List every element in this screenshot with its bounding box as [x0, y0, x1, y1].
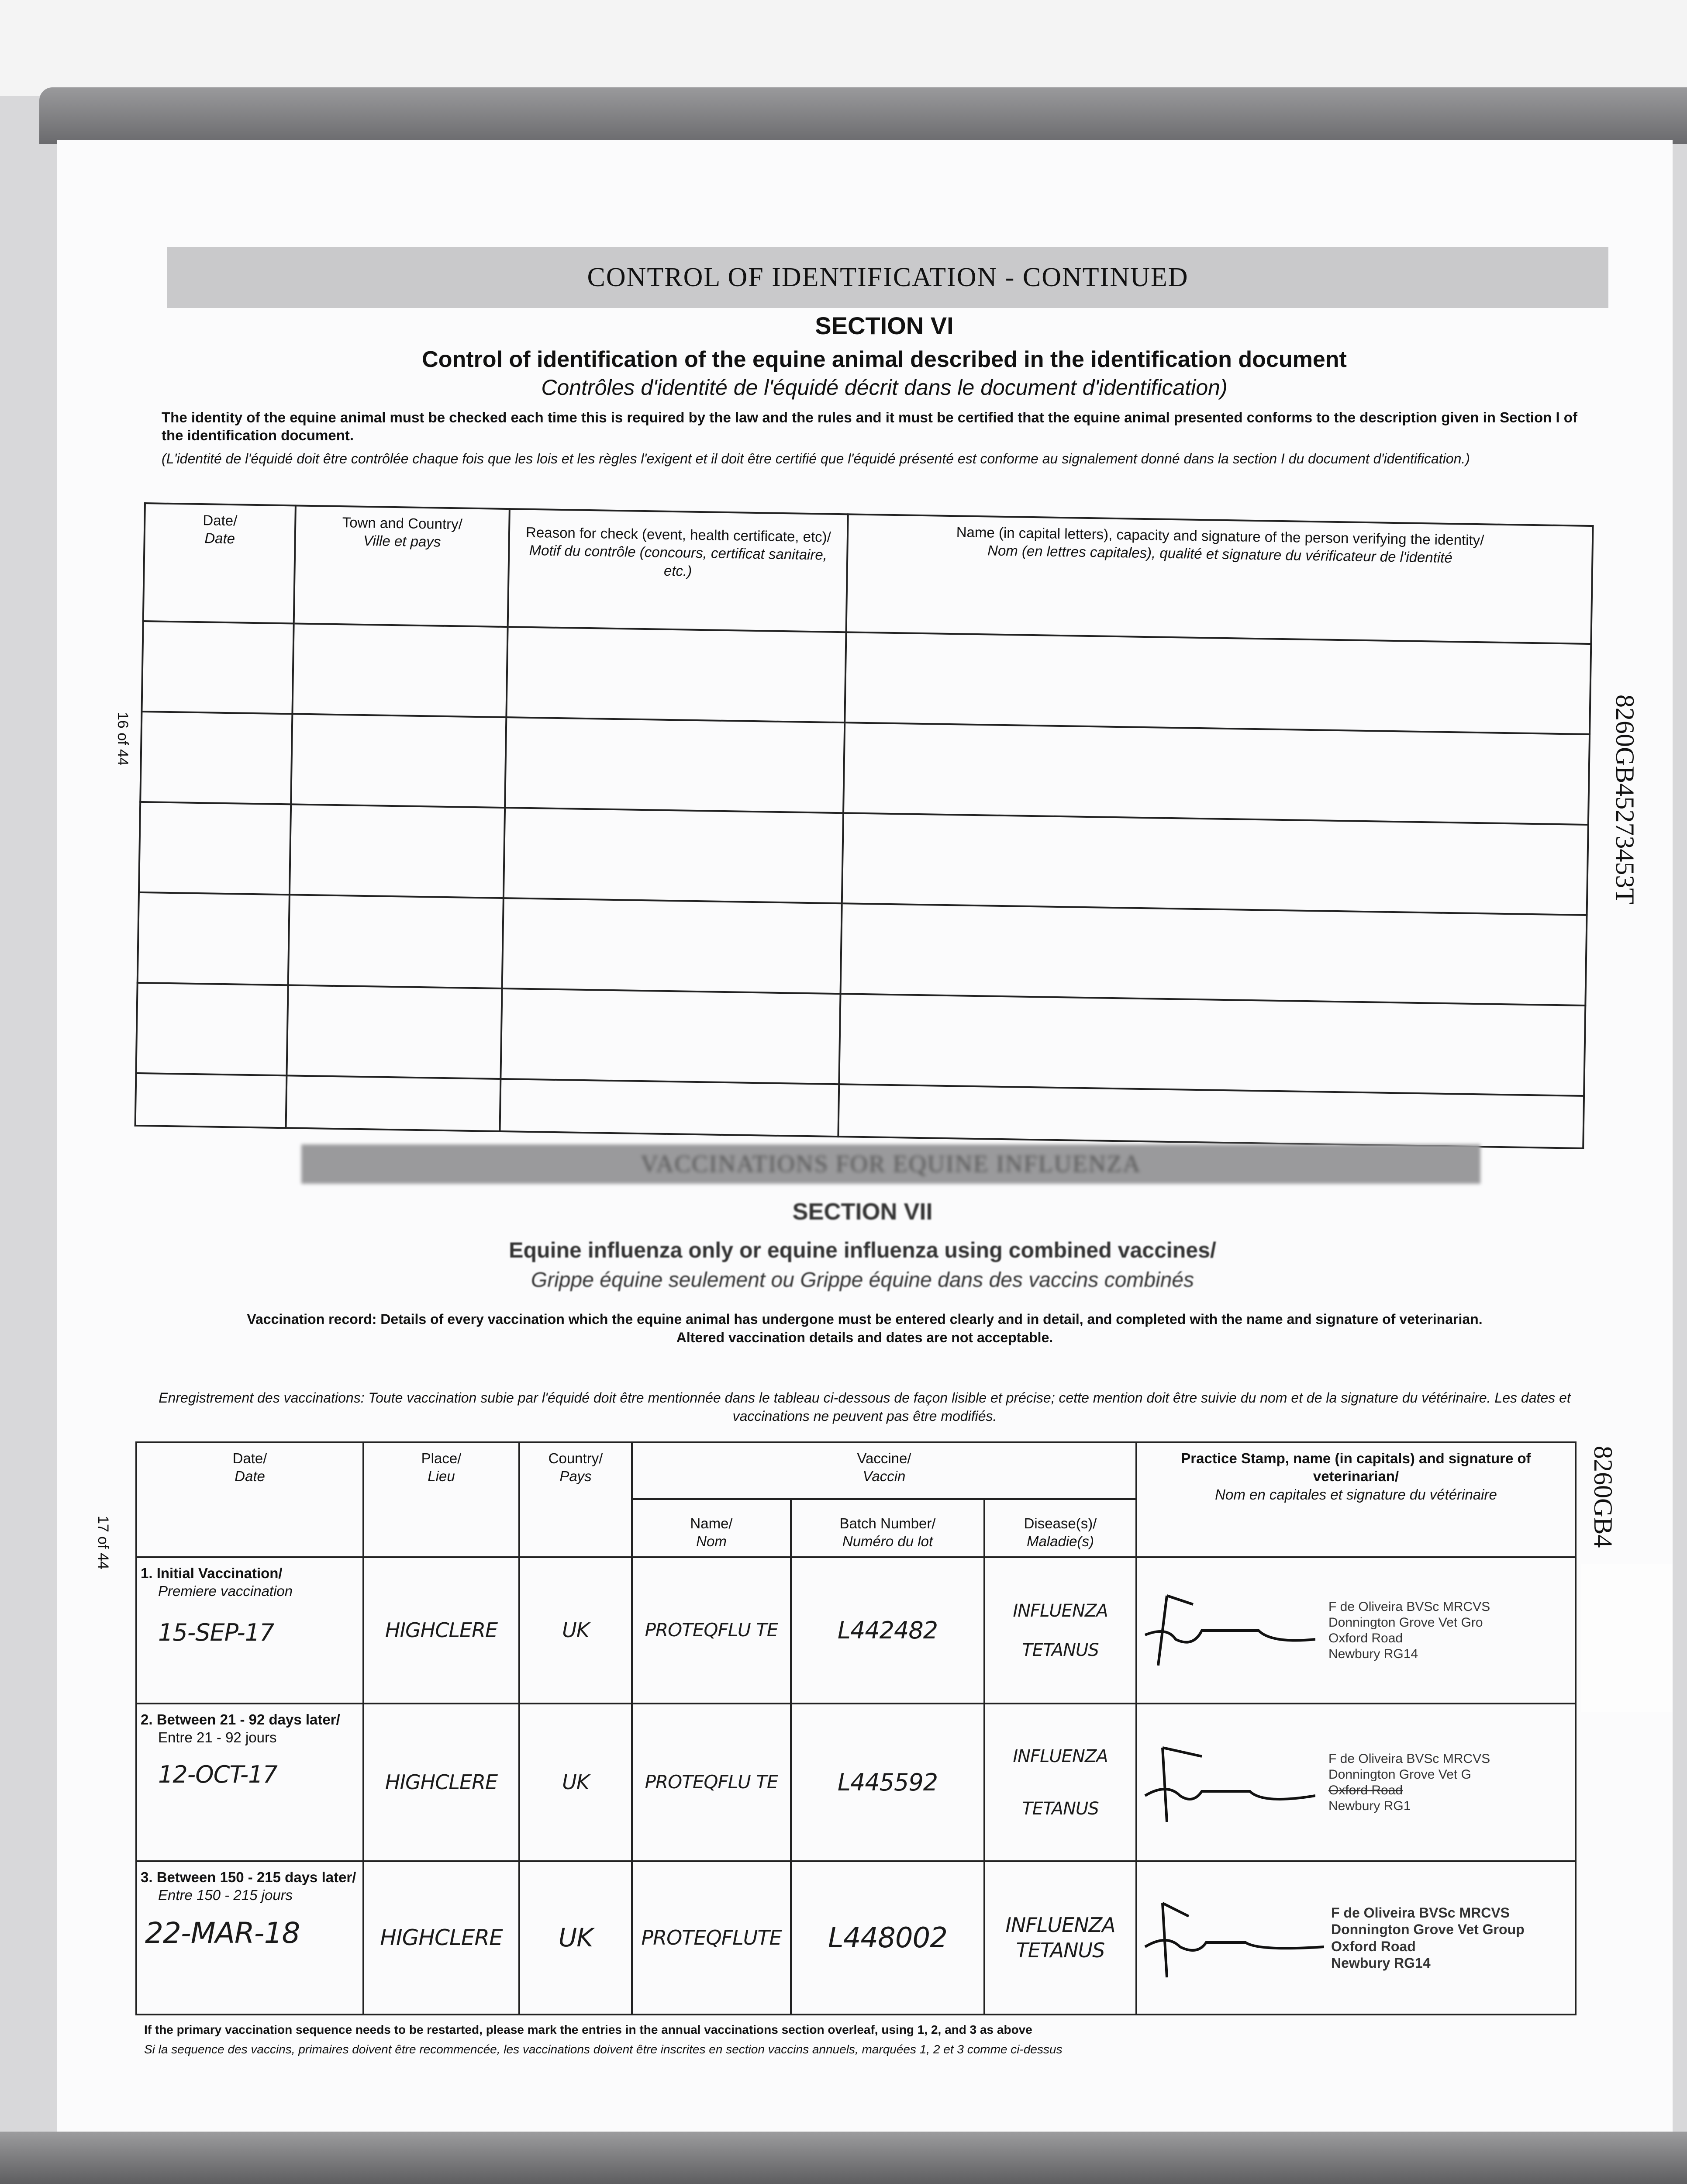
vaccination-row-3[interactable]: 3. Between 150 - 215 days later/Entre 15… — [135, 1860, 1577, 2015]
col-batch-fr: Numéro du lot — [842, 1533, 933, 1549]
row-label: 2. Between 21 - 92 days later/ — [141, 1711, 340, 1728]
vaccination-country: UK — [518, 1860, 633, 2015]
vaccine-name: PROTEQFLU TE — [631, 1703, 792, 1862]
section-title: Equine influenza only or equine influenz… — [509, 1238, 1216, 1262]
vaccination-table: Date/Date Place/Lieu Country/Pays Vaccin… — [135, 1441, 1577, 2015]
practice-stamp: F de Oliveira BVSc MRCVS Donnington Grove… — [1328, 1599, 1490, 1661]
vaccination-date: 22-MAR-18 — [145, 1916, 300, 1950]
col-vaccine-fr: Vaccin — [862, 1468, 906, 1485]
col-disease: Disease(s)/ — [1024, 1515, 1097, 1531]
vaccination-instructions-fr: Enregistrement des vaccinations: Toute v… — [159, 1390, 1571, 1424]
page-overlap-patch — [1581, 1564, 1673, 1712]
col-country: Country/ — [548, 1450, 603, 1466]
vaccination-instructions: Vaccination record: Details of every vac… — [127, 1310, 1603, 1347]
vaccination-row-1[interactable]: 1. Initial Vaccination/Premiere vaccinat… — [135, 1556, 1577, 1704]
practice-stamp: F de Oliveira BVSc MRCVS Donnington Grove… — [1328, 1751, 1490, 1813]
section-heading: SECTION VII — [792, 1199, 933, 1225]
disease: TETANUS — [1016, 1938, 1105, 1962]
section-title-fr: Contrôles d'identité de l'équidé décrit … — [541, 375, 1228, 400]
col-town: Town and Country/ — [342, 514, 463, 532]
instructions-line1: Vaccination record: Details of every vac… — [247, 1311, 1483, 1327]
vaccination-row-2[interactable]: 2. Between 21 - 92 days later/Entre 21 -… — [135, 1703, 1577, 1862]
binder-edge — [39, 87, 1687, 144]
scan-background — [0, 0, 1687, 96]
row-label: 1. Initial Vaccination/ — [141, 1565, 283, 1581]
page-number: 16 of 44 — [114, 712, 131, 766]
passport-number: 8260GB4 — [1589, 1446, 1618, 1548]
vaccine-name: PROTEQFLU TE — [631, 1556, 792, 1704]
col-vaccine-name-fr: Nom — [696, 1533, 727, 1549]
signature — [1144, 1901, 1324, 1977]
footnote-fr: Si la sequence des vaccins, primaires do… — [144, 2042, 1063, 2056]
col-date: Date/ — [203, 512, 238, 529]
disease: INFLUENZA — [1005, 1913, 1115, 1937]
disease: INFLUENZA — [1013, 1746, 1108, 1766]
vaccination-place: HIGHCLERE — [362, 1860, 520, 2015]
section-title-fr: Grippe équine seulement ou Grippe équine… — [531, 1268, 1194, 1292]
footnote: If the primary vaccination sequence need… — [144, 2023, 1032, 2036]
vaccination-place: HIGHCLERE — [362, 1556, 520, 1704]
vaccination-date: 15-SEP-17 — [158, 1618, 274, 1646]
row-label-fr: Entre 150 - 215 jours — [158, 1887, 293, 1904]
batch-number: L442482 — [790, 1556, 985, 1704]
col-town-fr: Ville et pays — [363, 532, 441, 550]
disease: INFLUENZA — [1013, 1600, 1108, 1621]
instructions-line2: Altered vaccination details and dates ar… — [676, 1329, 1053, 1345]
disease: TETANUS — [1022, 1798, 1099, 1819]
table-header-row: Date/Date Town and Country/Ville et pays… — [143, 503, 1593, 644]
col-place: Place/ — [421, 1450, 462, 1466]
vaccination-country: UK — [518, 1556, 633, 1704]
vaccine-name: PROTEQFLUTE — [631, 1860, 792, 2015]
col-date-fr: Date — [235, 1468, 265, 1485]
col-place-fr: Lieu — [428, 1468, 455, 1485]
vaccination-country: UK — [518, 1703, 633, 1862]
signature — [1144, 1746, 1315, 1822]
section-band-title: VACCINATIONS FOR EQUINE INFLUENZA — [301, 1144, 1480, 1184]
instructions-fr: (L'identité de l'équidé doit être contrô… — [162, 451, 1470, 467]
binder-edge-bottom — [0, 2132, 1687, 2184]
batch-number: L445592 — [790, 1703, 985, 1862]
row-label-fr: Premiere vaccination — [158, 1583, 293, 1600]
practice-stamp: F de Oliveira BVSc MRCVS Donnington Grove… — [1331, 1904, 1525, 1971]
row-label-fr: Entre 21 - 92 jours — [158, 1729, 277, 1746]
signature — [1144, 1594, 1315, 1666]
disease: TETANUS — [1022, 1640, 1099, 1660]
row-label: 3. Between 150 - 215 days later/ — [141, 1869, 356, 1885]
col-batch: Batch Number/ — [839, 1515, 936, 1531]
col-vaccine-name: Name/ — [690, 1515, 733, 1531]
section-title: Control of identification of the equine … — [422, 347, 1347, 372]
col-reason-fr: Motif du contrôle (concours, certificat … — [529, 542, 828, 579]
col-vaccine: Vaccine/ — [857, 1450, 911, 1466]
passport-number: 8260GB45273453T — [1611, 695, 1639, 904]
col-date-fr: Date — [204, 530, 235, 547]
instructions: The identity of the equine animal must b… — [162, 409, 1577, 444]
vaccination-place: HIGHCLERE — [362, 1703, 520, 1862]
col-country-fr: Pays — [559, 1468, 592, 1485]
identity-check-table: Date/Date Town and Country/Ville et pays… — [135, 502, 1594, 1149]
col-stamp-fr: Nom en capitales et signature du vétérin… — [1215, 1486, 1497, 1503]
col-stamp: Practice Stamp, name (in capitals) and s… — [1181, 1450, 1531, 1485]
batch-number: L448002 — [790, 1860, 985, 2015]
section-band-title: CONTROL OF IDENTIFICATION - CONTINUED — [167, 247, 1608, 308]
col-disease-fr: Maladie(s) — [1026, 1533, 1094, 1549]
col-date: Date/ — [232, 1450, 267, 1466]
page-number: 17 of 44 — [95, 1516, 111, 1569]
vaccination-date: 12-OCT-17 — [158, 1760, 278, 1788]
section-heading: SECTION VI — [815, 312, 954, 339]
